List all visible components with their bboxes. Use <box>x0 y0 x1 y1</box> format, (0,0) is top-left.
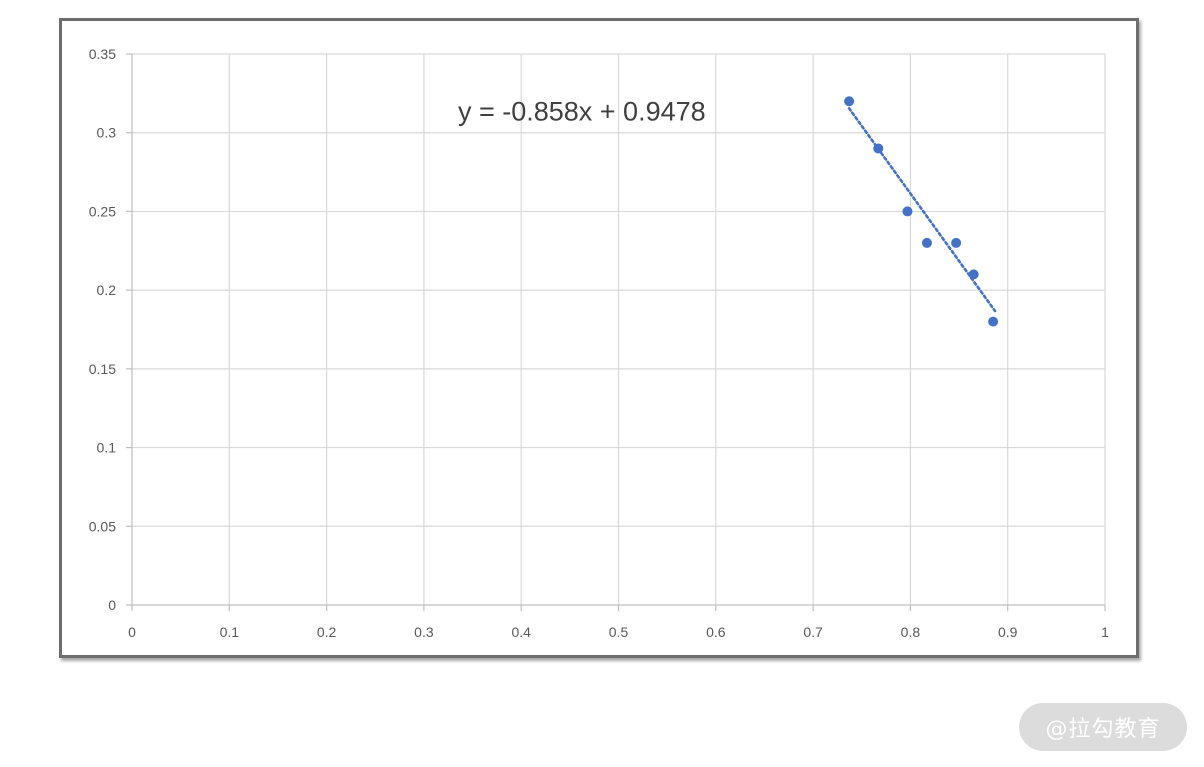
y-tick-label: 0.25 <box>89 203 116 219</box>
data-point <box>921 237 932 248</box>
trendline <box>847 107 997 313</box>
grid <box>132 53 1106 605</box>
x-tick-label: 0.1 <box>220 624 240 640</box>
x-tick-label: 0.6 <box>706 624 726 640</box>
data-points <box>844 96 999 327</box>
scatter-chart: 0 0.1 0.2 0.3 0.4 0.5 0.6 0.7 0.8 0.9 1 0 0.05 0.1 0.1… <box>89 46 1109 640</box>
data-point <box>951 237 962 248</box>
trendline-group <box>847 107 997 313</box>
x-tick-label: 0.5 <box>609 624 629 640</box>
y-tick-label: 0.15 <box>89 361 116 377</box>
x-tick-label: 0.2 <box>317 624 337 640</box>
trendline-equation: y = -0.858x + 0.9478 <box>458 97 706 127</box>
x-tick-label: 0.4 <box>511 624 531 640</box>
x-tick-label: 0.3 <box>414 624 434 640</box>
data-point <box>902 206 913 217</box>
x-tick-label: 0.9 <box>998 624 1018 640</box>
data-point <box>844 96 855 107</box>
x-tick-label: 0 <box>128 624 136 640</box>
data-point <box>873 143 884 154</box>
y-tick-label: 0.1 <box>97 440 117 456</box>
x-tick-label: 1 <box>1101 624 1109 640</box>
y-tick-label: 0.2 <box>97 282 117 298</box>
y-tick-label: 0.05 <box>89 518 116 534</box>
x-tick-label: 0.8 <box>901 624 921 640</box>
y-tick-label: 0.3 <box>97 125 117 141</box>
data-point <box>968 269 979 280</box>
x-tick-label: 0.7 <box>803 624 823 640</box>
watermark-badge: @拉勾教育 <box>1019 703 1187 751</box>
y-tick-label: 0.35 <box>89 46 116 62</box>
tick-labels: 0 0.1 0.2 0.3 0.4 0.5 0.6 0.7 0.8 0.9 1 0 0.05 0.1 0.1… <box>89 46 1109 640</box>
chart-frame: 0 0.1 0.2 0.3 0.4 0.5 0.6 0.7 0.8 0.9 1 0 0.05 0.1 0.1… <box>59 18 1139 658</box>
axes <box>126 53 1106 611</box>
data-point <box>988 316 999 327</box>
y-tick-label: 0 <box>108 597 116 613</box>
